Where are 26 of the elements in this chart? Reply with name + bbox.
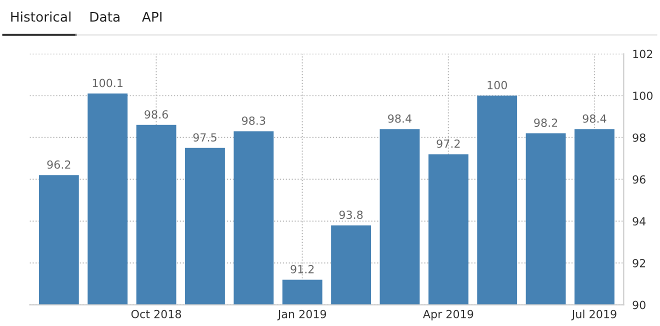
y-tick-label: 96	[632, 175, 646, 184]
data-label: 98.2	[534, 118, 558, 127]
x-tick-label: Jan 2019	[277, 310, 326, 320]
x-tick-label: Jul 2019	[571, 310, 616, 320]
text: Historical	[11, 12, 70, 22]
data-label: 98.3	[242, 116, 266, 125]
text: API	[142, 12, 162, 22]
text: Data	[90, 12, 120, 22]
y-tick-label: 94	[632, 217, 646, 226]
y-tick-label: 98	[632, 133, 646, 142]
data-label: 98.4	[582, 114, 606, 123]
data-label: 91.2	[290, 264, 314, 274]
y-tick-label: 102	[633, 50, 652, 58]
data-label: 97.5	[193, 133, 216, 142]
y-tick-label: 100	[633, 92, 653, 100]
data-label: 100	[488, 80, 507, 90]
y-tick-label: 90	[632, 300, 646, 310]
data-label: 93.8	[339, 210, 363, 219]
x-tick-label: Apr 2019	[422, 310, 474, 320]
data-label: 98.4	[388, 114, 412, 123]
data-label: 98.6	[144, 110, 168, 119]
data-label: 96.2	[47, 160, 70, 169]
data-label: 97.2	[436, 139, 460, 148]
data-label: 100.1	[92, 78, 122, 88]
x-tick-label: Oct 2018	[131, 310, 182, 318]
y-tick-label: 92	[632, 258, 646, 268]
